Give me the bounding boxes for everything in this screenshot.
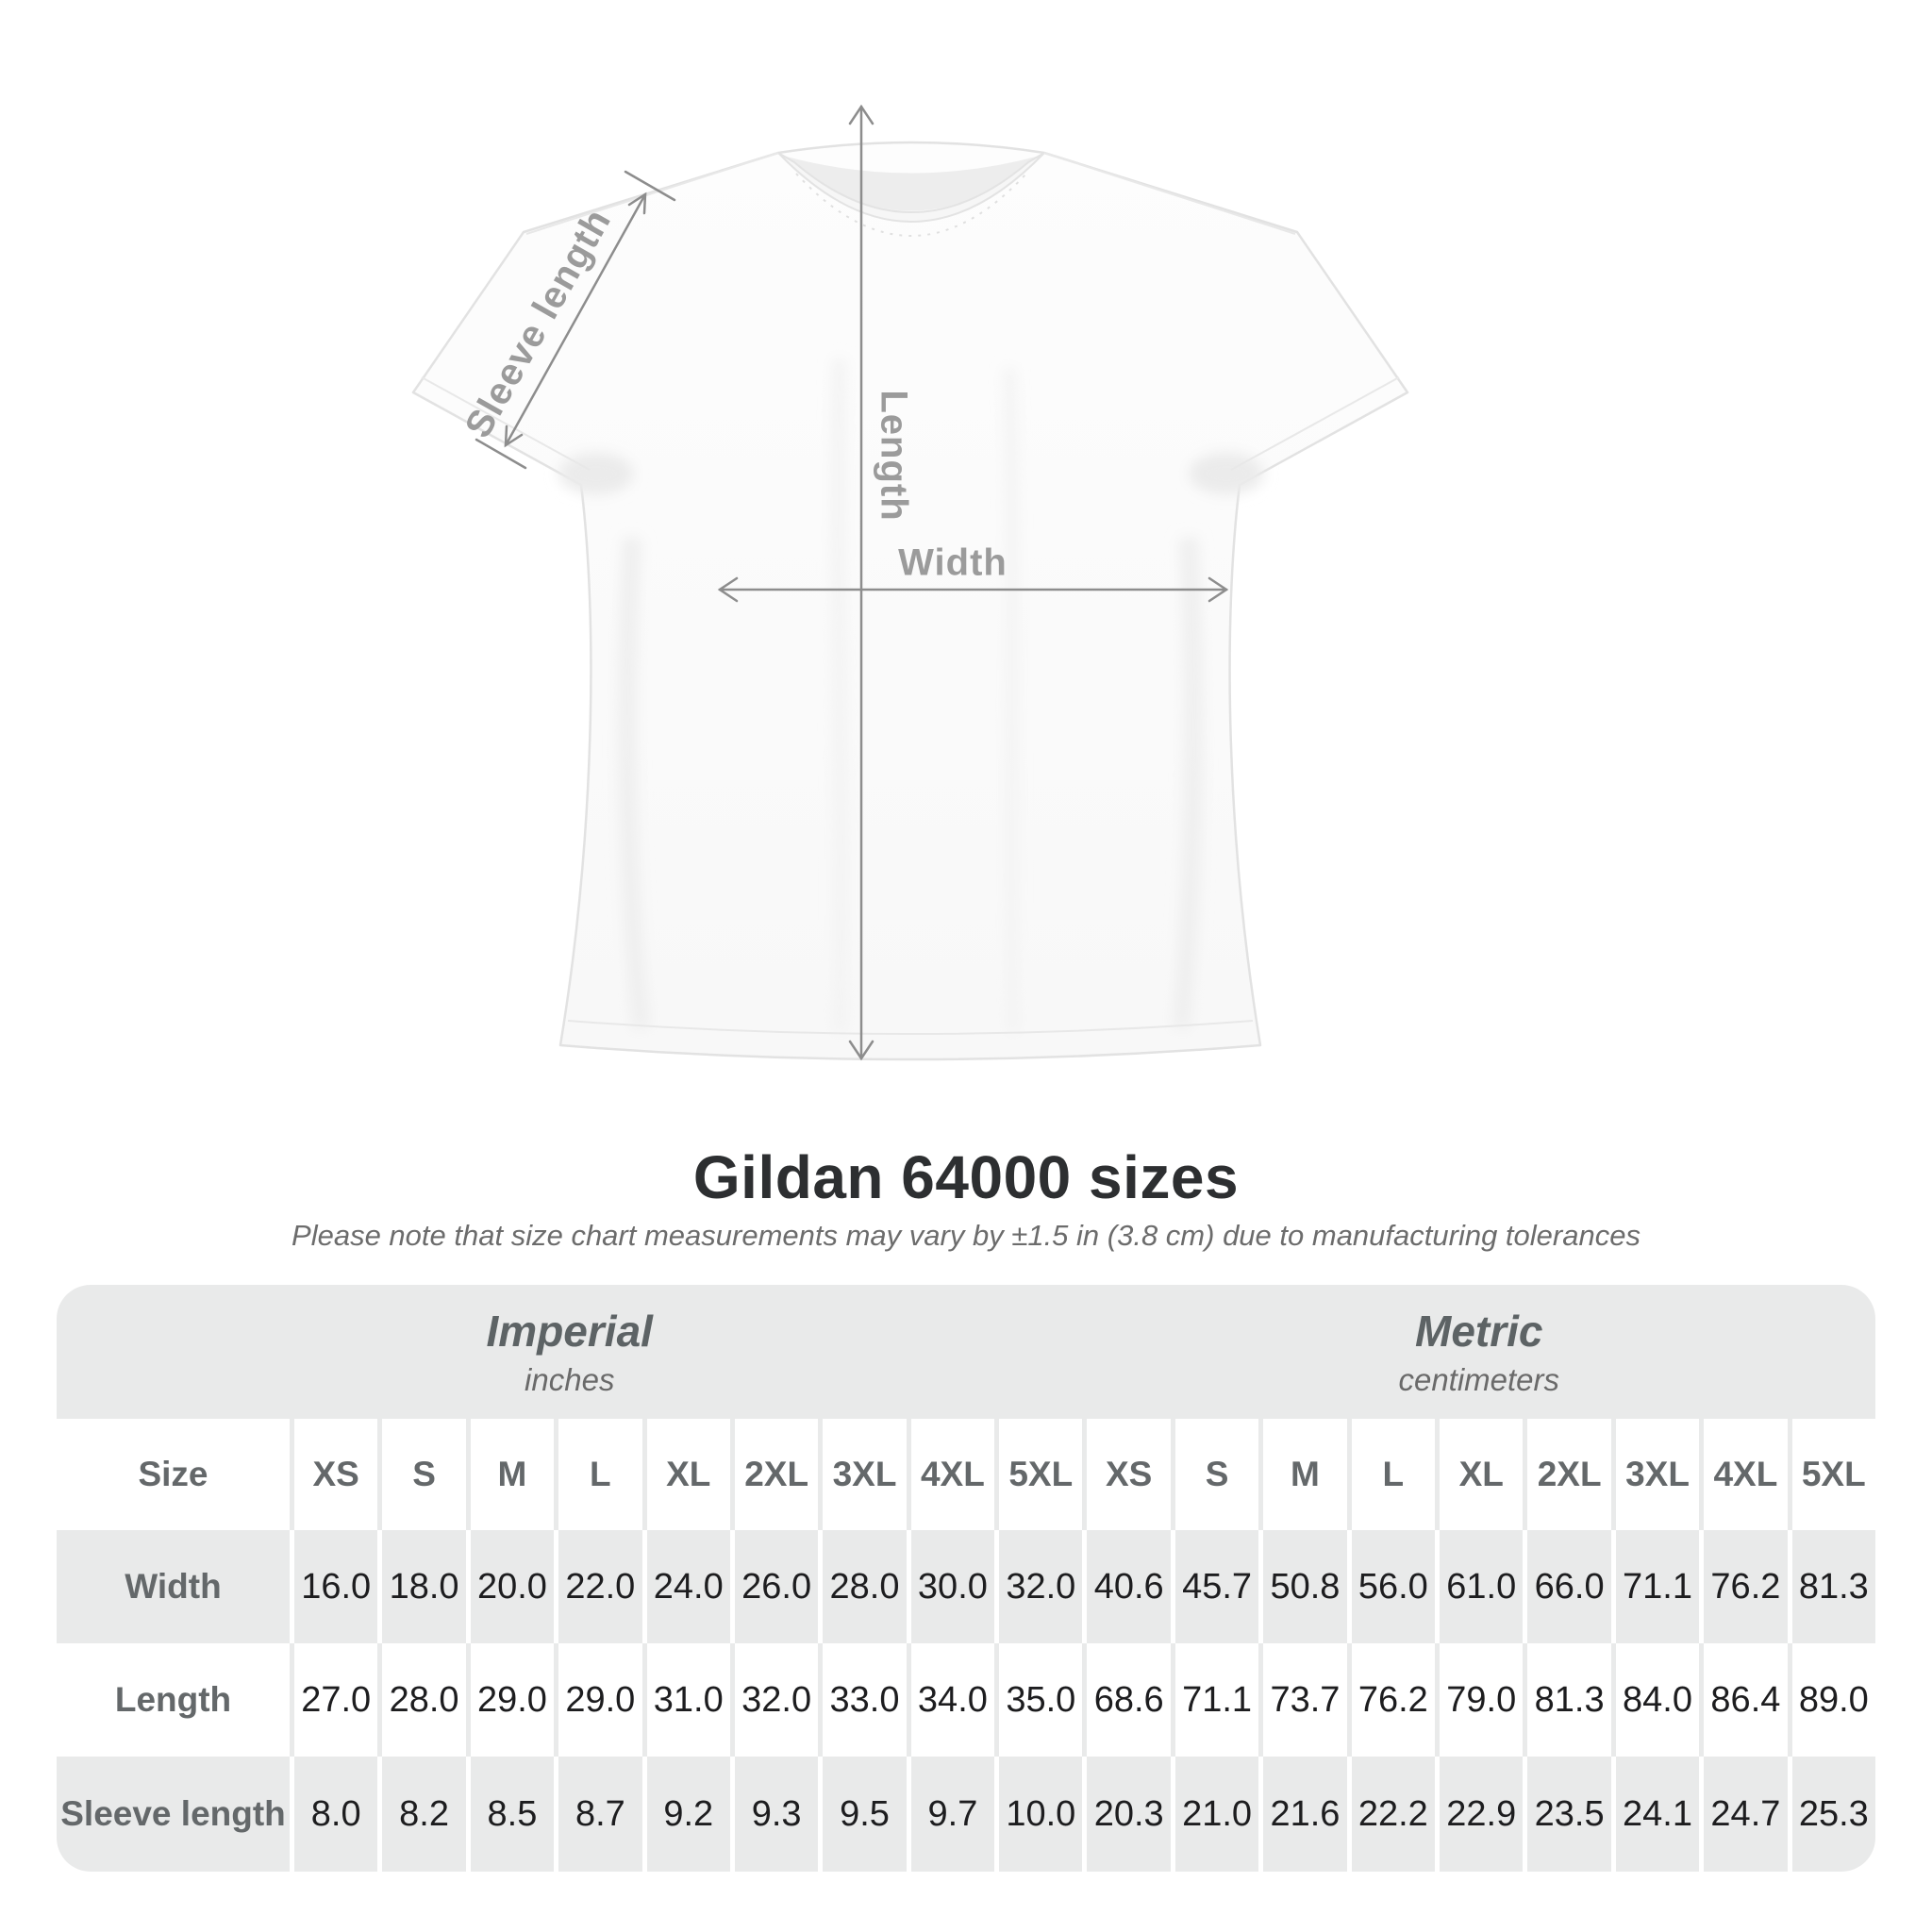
size-col-3xl-imperial: 3XL — [818, 1419, 906, 1530]
width-value-imperial-s: 18.0 — [377, 1530, 465, 1643]
sleeve-length-value-imperial-xl: 9.2 — [641, 1757, 730, 1872]
sleeve-length-value-imperial-3xl: 9.5 — [818, 1757, 906, 1872]
length-value-metric-4xl: 86.4 — [1699, 1643, 1787, 1757]
sleeve-length-value-metric-4xl: 24.7 — [1699, 1757, 1787, 1872]
size-col-xl-metric: XL — [1435, 1419, 1523, 1530]
length-value-imperial-3xl: 33.0 — [818, 1643, 906, 1757]
imperial-title: Imperial — [486, 1307, 653, 1356]
width-value-metric-4xl: 76.2 — [1699, 1530, 1787, 1643]
sleeve-length-value-metric-xs: 20.3 — [1082, 1757, 1170, 1872]
sleeve-length-value-metric-3xl: 24.1 — [1610, 1757, 1699, 1872]
sleeve-length-row: Sleeve length 8.0 8.2 8.5 8.7 9.2 9.3 9.5 9.7 10… — [57, 1757, 1875, 1872]
size-header-row: Size XS S M L XL 2XL 3XL 4XL 5XL XS S M L XL 2XL 3XL 4XL… — [57, 1419, 1875, 1530]
sleeve-length-value-imperial-xs: 8.0 — [290, 1757, 377, 1872]
width-value-metric-s: 45.7 — [1170, 1530, 1258, 1643]
size-col-s-metric: S — [1170, 1419, 1258, 1530]
hem-stitch — [567, 1020, 1254, 1035]
width-value-metric-m: 50.8 — [1258, 1530, 1346, 1643]
unit-group-header: Imperial inches Metric centimeters — [57, 1285, 1875, 1419]
tshirt-illustration — [411, 141, 1409, 1061]
length-value-metric-l: 76.2 — [1346, 1643, 1435, 1757]
length-value-metric-xs: 68.6 — [1082, 1643, 1170, 1757]
row-label-sleeve-length: Sleeve length — [60, 1794, 286, 1833]
length-value-metric-3xl: 84.0 — [1610, 1643, 1699, 1757]
tshirt-body — [411, 141, 1409, 1061]
metric-title: Metric — [1415, 1307, 1543, 1356]
length-value-imperial-m: 29.0 — [465, 1643, 554, 1757]
size-col-5xl-metric: 5XL — [1787, 1419, 1875, 1530]
width-value-metric-xl: 61.0 — [1435, 1530, 1523, 1643]
width-value-imperial-3xl: 28.0 — [818, 1530, 906, 1643]
fabric-shading — [558, 358, 1264, 1034]
sleeve-length-value-metric-2xl: 23.5 — [1523, 1757, 1610, 1872]
size-col-m-metric: M — [1258, 1419, 1346, 1530]
length-value-imperial-5xl: 35.0 — [994, 1643, 1082, 1757]
row-label-length: Length — [114, 1680, 232, 1719]
sleeve-length-value-metric-5xl: 25.3 — [1787, 1757, 1875, 1872]
sleeve-length-value-metric-s: 21.0 — [1170, 1757, 1258, 1872]
size-col-4xl-metric: 4XL — [1699, 1419, 1787, 1530]
width-value-metric-5xl: 81.3 — [1787, 1530, 1875, 1643]
width-value-imperial-m: 20.0 — [465, 1530, 554, 1643]
sleeve-length-value-metric-xl: 22.9 — [1435, 1757, 1523, 1872]
length-value-metric-xl: 79.0 — [1435, 1643, 1523, 1757]
page-subtitle: Please note that size chart measurements… — [291, 1219, 1641, 1252]
imperial-unit: inches — [525, 1362, 615, 1397]
length-value-metric-5xl: 89.0 — [1787, 1643, 1875, 1757]
size-col-xs-metric: XS — [1082, 1419, 1170, 1530]
size-col-3xl-metric: 3XL — [1610, 1419, 1699, 1530]
width-value-imperial-l: 22.0 — [554, 1530, 641, 1643]
length-value-imperial-s: 28.0 — [377, 1643, 465, 1757]
size-col-5xl-imperial: 5XL — [994, 1419, 1082, 1530]
size-col-m-imperial: M — [465, 1419, 554, 1530]
width-value-imperial-4xl: 30.0 — [906, 1530, 994, 1643]
sleeve-length-value-imperial-m: 8.5 — [465, 1757, 554, 1872]
size-col-xl-imperial: XL — [641, 1419, 730, 1530]
width-value-metric-xs: 40.6 — [1082, 1530, 1170, 1643]
width-value-imperial-xs: 16.0 — [290, 1530, 377, 1643]
width-value-metric-3xl: 71.1 — [1610, 1530, 1699, 1643]
width-value-metric-l: 56.0 — [1346, 1530, 1435, 1643]
width-label: Width — [898, 541, 1008, 584]
row-label-width: Width — [125, 1567, 222, 1606]
sleeve-length-value-imperial-l: 8.7 — [554, 1757, 641, 1872]
length-value-imperial-4xl: 34.0 — [906, 1643, 994, 1757]
page-title: Gildan 64000 sizes — [692, 1143, 1240, 1211]
size-col-xs-imperial: XS — [290, 1419, 377, 1530]
length-label: Length — [873, 390, 915, 522]
size-table: Imperial inches Metric centimeters Size … — [57, 1285, 1875, 1872]
size-col-s-imperial: S — [377, 1419, 465, 1530]
sleeve-length-value-imperial-4xl: 9.7 — [906, 1757, 994, 1872]
size-col-2xl-metric: 2XL — [1523, 1419, 1610, 1530]
size-col-l-metric: L — [1346, 1419, 1435, 1530]
metric-header: Metric centimeters — [1083, 1285, 1876, 1419]
size-col-2xl-imperial: 2XL — [729, 1419, 818, 1530]
length-value-metric-2xl: 81.3 — [1523, 1643, 1610, 1757]
size-col-4xl-imperial: 4XL — [906, 1419, 994, 1530]
sleeve-length-value-metric-m: 21.6 — [1258, 1757, 1346, 1872]
length-row: Length 27.0 28.0 29.0 29.0 31.0 32.0 33.0 34.0 3… — [57, 1643, 1875, 1757]
sleeve-length-value-imperial-2xl: 9.3 — [729, 1757, 818, 1872]
width-value-imperial-2xl: 26.0 — [729, 1530, 818, 1643]
width-value-imperial-5xl: 32.0 — [994, 1530, 1082, 1643]
length-value-imperial-2xl: 32.0 — [729, 1643, 818, 1757]
length-value-imperial-xl: 31.0 — [641, 1643, 730, 1757]
imperial-header: Imperial inches — [57, 1285, 1083, 1419]
size-column-header: Size — [138, 1455, 208, 1493]
size-col-l-imperial: L — [554, 1419, 641, 1530]
length-value-imperial-l: 29.0 — [554, 1643, 641, 1757]
length-value-metric-m: 73.7 — [1258, 1643, 1346, 1757]
width-value-metric-2xl: 66.0 — [1523, 1530, 1610, 1643]
sleeve-length-value-metric-l: 22.2 — [1346, 1757, 1435, 1872]
collar-stitch — [795, 173, 1027, 237]
sleeve-length-value-imperial-s: 8.2 — [377, 1757, 465, 1872]
width-row: Width 16.0 18.0 20.0 22.0 24.0 26.0 28.0 30.0 32… — [57, 1530, 1875, 1643]
length-value-imperial-xs: 27.0 — [290, 1643, 377, 1757]
length-value-metric-s: 71.1 — [1170, 1643, 1258, 1757]
sleeve-length-value-imperial-5xl: 10.0 — [994, 1757, 1082, 1872]
metric-unit: centimeters — [1398, 1362, 1560, 1397]
width-value-imperial-xl: 24.0 — [641, 1530, 730, 1643]
